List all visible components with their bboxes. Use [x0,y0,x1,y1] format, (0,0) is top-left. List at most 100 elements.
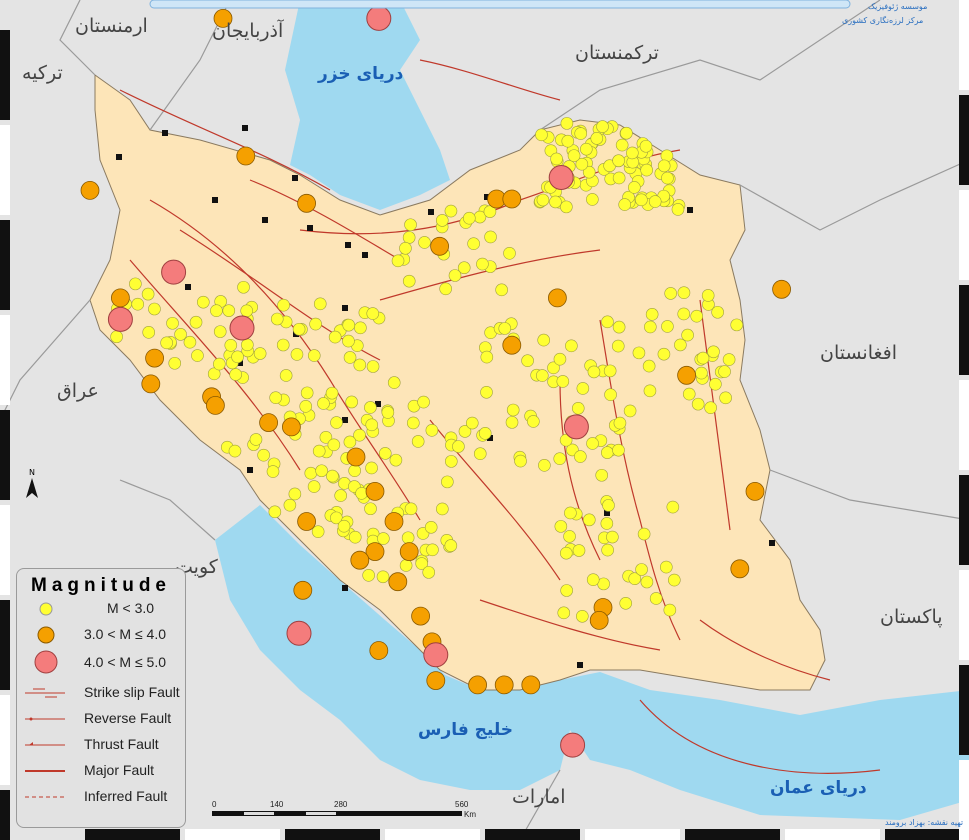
event-small [707,345,720,359]
city-marker [362,252,368,258]
event-small [404,502,418,516]
event-small [571,401,585,415]
event-small [422,566,436,579]
event-medium [730,559,750,579]
event-small [563,530,576,543]
frame-tick [959,95,969,185]
frame-tick [685,829,780,840]
event-small [556,375,570,388]
event-small [521,354,534,368]
event-small [549,195,562,209]
event-small [701,289,715,302]
event-small [309,317,322,331]
event-small [505,416,519,429]
event-small [719,391,732,405]
event-small [483,205,497,218]
event-small [142,326,156,339]
event-small [207,367,221,381]
event-small [228,444,242,458]
event-small [649,592,663,605]
event-small [572,544,586,557]
major-fault-icon [25,770,65,772]
event-small [411,435,425,448]
event-small [644,320,657,334]
frame-tick [185,829,280,840]
event-small [628,181,641,194]
event-small [657,347,671,361]
map-credit: تهیه نقشه: بهزاد برومند [885,818,964,827]
event-medium [111,288,130,308]
event-small [110,330,123,344]
event-small [402,231,416,244]
event-small [231,350,244,364]
event-small [168,356,182,370]
event-small [210,304,223,318]
label-iraq: عراق [57,380,99,402]
event-small [575,157,589,171]
event-small [312,444,326,458]
fault-line [249,179,401,261]
event-small [690,309,704,323]
frame-tick [959,665,969,755]
event-small [582,513,596,527]
event-large [229,315,255,341]
event-medium [365,481,385,501]
event-small [292,322,306,336]
event-small [579,142,593,156]
event-small [253,347,267,360]
label-caspian-sea: دریای خزر [318,64,404,84]
city-marker [237,360,243,366]
event-small [476,257,489,271]
event-small [424,520,438,534]
event-small [709,377,722,391]
city-marker [162,130,168,136]
city-marker [604,510,610,516]
event-small [364,502,377,516]
event-small [574,450,587,463]
event-medium [426,671,446,690]
event-small [342,318,356,332]
event-small [537,333,551,347]
legend-item-medium: 3.0 < M ≤ 4.0 [17,623,185,647]
label-armenia: ارمنستان [75,15,148,37]
city-marker [375,401,381,407]
event-small [283,498,297,512]
event-small [328,330,342,344]
event-medium [772,279,791,299]
event-small [436,502,449,516]
frame-tick [0,600,10,690]
org-line2: مرکز لرزه‌نگاری کشوری [842,16,924,25]
event-small [467,237,480,250]
fault-line [479,599,661,651]
event-medium [399,542,419,561]
event-small [300,386,314,400]
event-small [166,316,179,330]
event-small [595,468,609,482]
event-small [639,139,653,153]
event-small [229,368,242,381]
event-small [342,334,355,348]
event-small [399,559,413,572]
event-large [548,165,574,190]
event-medium [293,580,313,600]
event-small [307,349,321,362]
event-small [722,353,736,366]
city-marker [307,225,313,231]
event-small [564,506,577,520]
label-turkmenistan: ترکمنستان [575,42,659,64]
legend-item-large: 4.0 < M ≤ 5.0 [17,650,185,675]
event-small [325,386,339,400]
event-medium [350,550,370,570]
frame-tick [959,0,969,90]
event-small [590,132,604,145]
frame-tick [0,125,10,215]
frame-tick [0,315,10,405]
event-small [458,425,472,438]
event-small [623,404,637,418]
event-small [366,360,380,373]
event-small [611,339,625,353]
event-small [691,397,705,411]
frame-tick [385,829,480,840]
scale-tick-280: 280 [334,800,348,809]
event-small [249,433,263,446]
